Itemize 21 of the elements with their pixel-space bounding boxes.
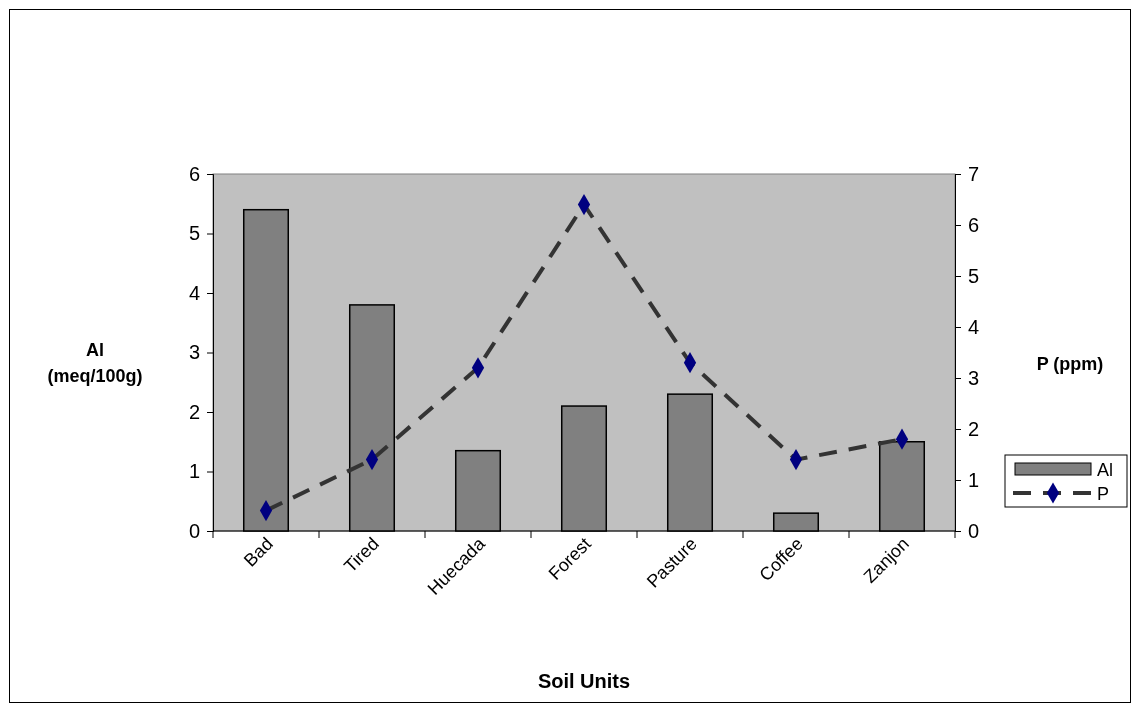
y2-tick-label: 1 [968,468,980,491]
y2-tick-label: 4 [968,315,980,338]
y2-tick-label: 0 [968,519,980,542]
x-axis-title: Soil Units [537,670,631,692]
y-tick-label: 4 [188,281,200,304]
y-tick-label: 5 [188,222,200,245]
y2-tick-label: 2 [968,417,980,440]
y-tick-label: 3 [188,341,200,364]
x-tick-label: Bad [240,533,277,571]
y2-axis-title: P (ppm) [1036,354,1104,374]
legend-label: P [1097,484,1110,504]
y-tick-label: 6 [188,162,200,185]
y-tick-label: 2 [188,400,200,423]
y2-tick-label: 6 [968,213,980,236]
y2-tick-label: 3 [968,366,980,389]
y2-tick-label: 5 [968,264,980,287]
y-axis-title: Al (meq/100g) [47,340,143,386]
y-tick-label: 0 [188,519,200,542]
legend-label: Al [1097,460,1114,480]
y2-tick-label: 7 [968,162,980,185]
y-tick-label: 1 [188,460,200,483]
